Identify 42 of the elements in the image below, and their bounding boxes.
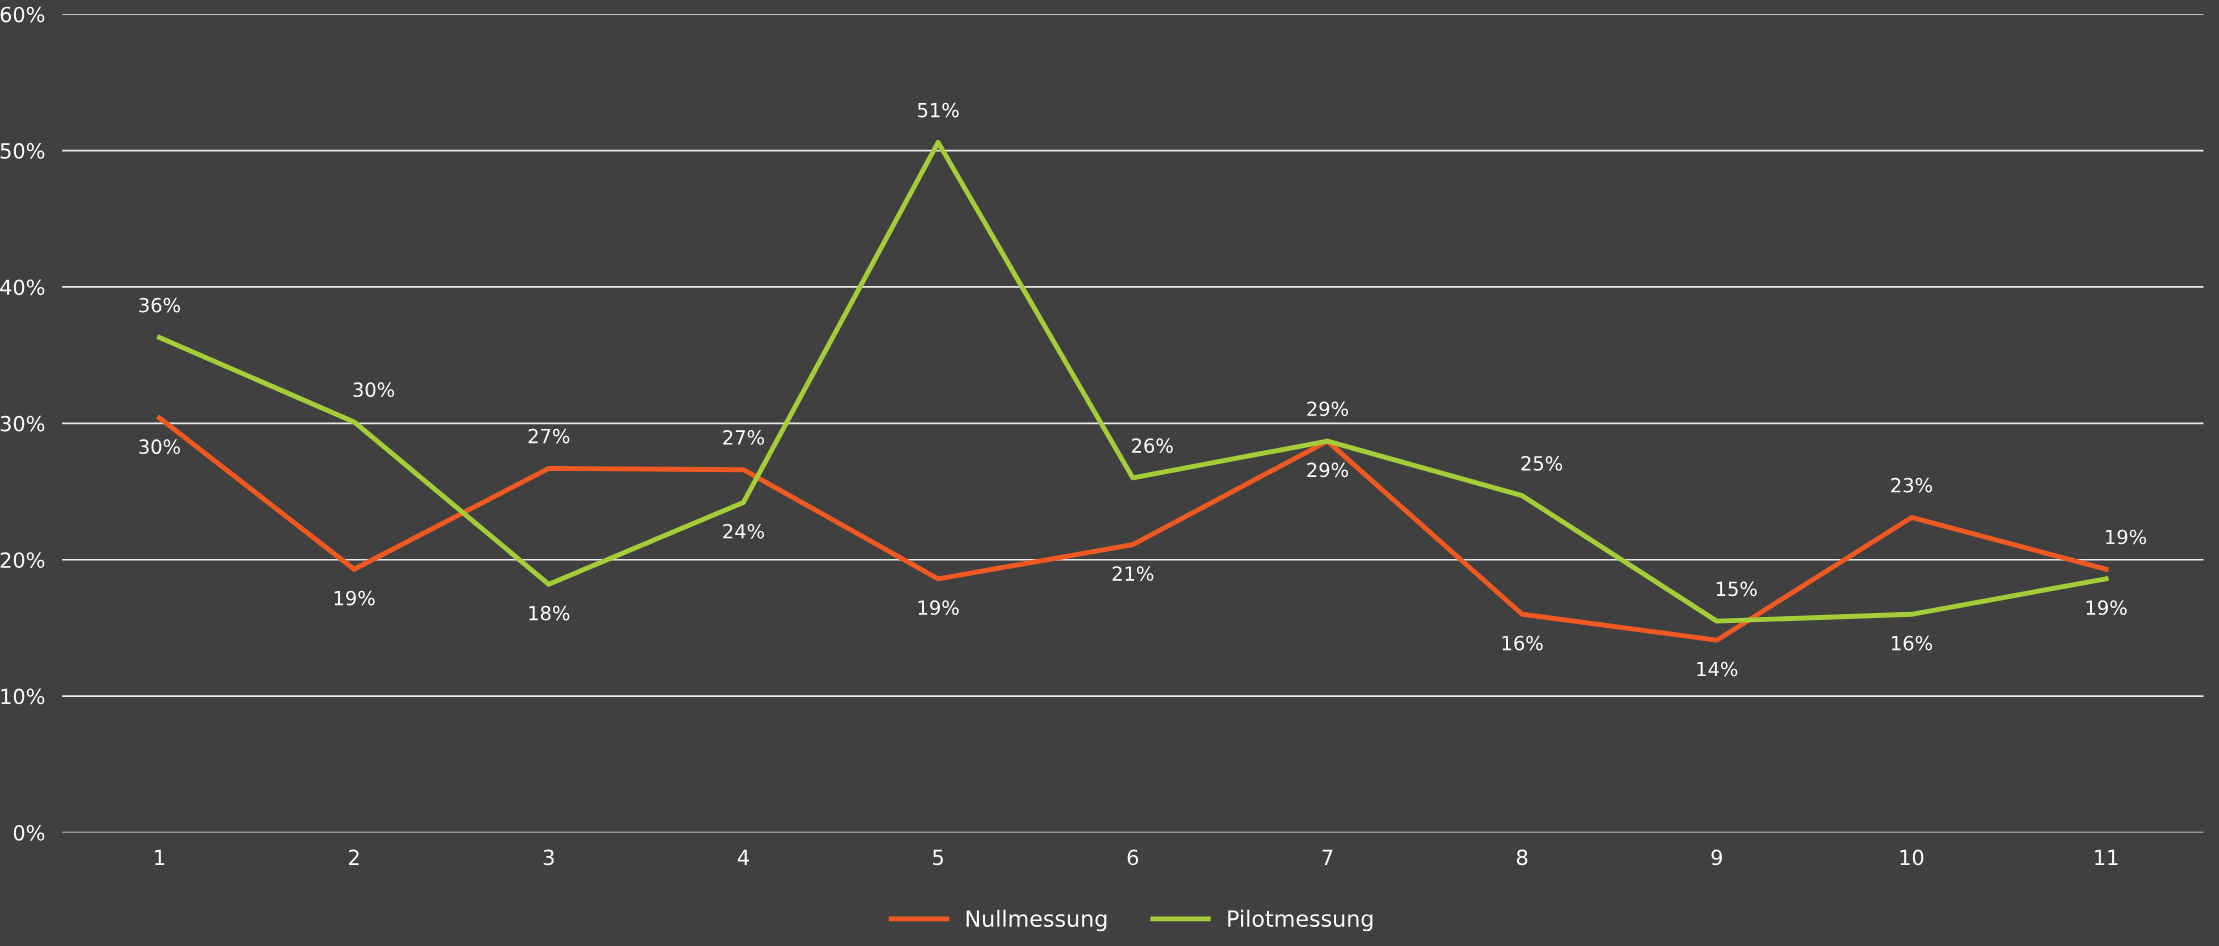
y-tick-label: 20% (0, 552, 45, 568)
x-tick-label: 8 (1516, 849, 1528, 866)
data-label: 14% (1697, 661, 1738, 677)
data-label: 30% (353, 382, 395, 398)
data-label: 51% (918, 102, 959, 118)
x-tick-label: 4 (737, 849, 749, 865)
data-label: 36% (139, 297, 180, 313)
x-tick-label: 1 (155, 849, 165, 865)
data-label: 18% (529, 605, 570, 621)
y-tick-label: 30% (0, 415, 45, 432)
y-tick-label: 40% (0, 279, 45, 296)
data-label: 19% (2086, 600, 2127, 616)
x-tick-label: 10 (1900, 849, 1924, 866)
data-label: 27% (723, 430, 764, 445)
data-label: 27% (528, 428, 570, 444)
x-tick-label: 6 (1127, 849, 1139, 866)
data-label: 30% (139, 439, 180, 455)
legend-label: Nullmessung (966, 909, 1107, 932)
y-tick-label: 50% (0, 143, 45, 159)
data-label: 16% (1891, 635, 1932, 651)
data-label: 25% (1521, 456, 1563, 471)
data-label: 19% (334, 590, 375, 606)
x-tick-label: 3 (543, 849, 554, 866)
data-label: 26% (1132, 438, 1173, 453)
y-tick-label: 10% (1, 688, 45, 705)
data-label: 29% (1307, 401, 1348, 417)
data-label: 19% (2106, 529, 2147, 545)
data-label: 24% (723, 523, 764, 539)
data-label: 29% (1307, 462, 1348, 478)
y-tick-label: 0% (13, 824, 45, 841)
data-label: 21% (1112, 566, 1154, 581)
data-label: 15% (1716, 581, 1757, 597)
x-tick-label: 11 (2095, 849, 2118, 865)
y-tick-label: 60% (0, 6, 45, 23)
x-tick-label: 7 (1322, 849, 1333, 865)
data-label: 23% (1891, 477, 1932, 493)
legend-label: Pilotmessung (1228, 909, 1373, 932)
data-label: 16% (1502, 635, 1543, 651)
data-label: 19% (918, 600, 959, 616)
x-tick-label: 2 (349, 849, 359, 865)
x-tick-label: 5 (933, 849, 943, 866)
x-tick-label: 9 (1711, 849, 1722, 866)
